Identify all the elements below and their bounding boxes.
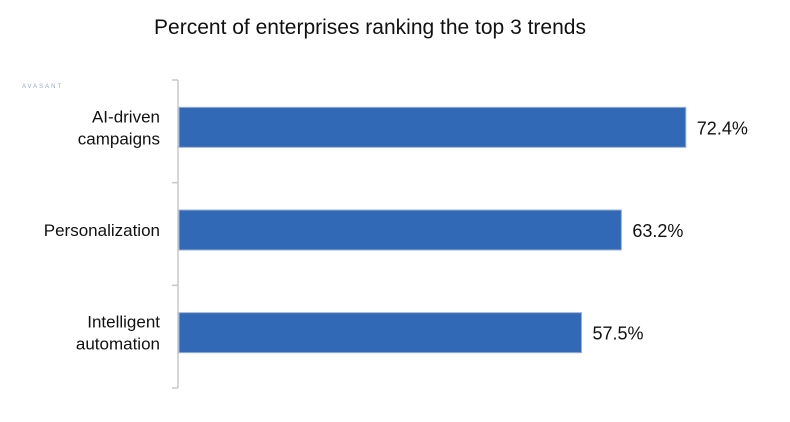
data-label: 72.4%	[697, 118, 748, 138]
category-label: Intelligent automation	[76, 313, 160, 354]
category-label: AI-driven campaigns	[78, 107, 160, 148]
data-label: 57.5%	[593, 324, 644, 344]
data-label: 63.2%	[632, 221, 683, 241]
category-label: Personalization	[44, 221, 160, 240]
bar	[178, 106, 687, 148]
bar	[178, 312, 582, 354]
avasant-logo-watermark: AVASANT	[22, 84, 64, 90]
bar	[178, 209, 622, 251]
chart-title: Percent of enterprises ranking the top 3…	[154, 16, 586, 39]
